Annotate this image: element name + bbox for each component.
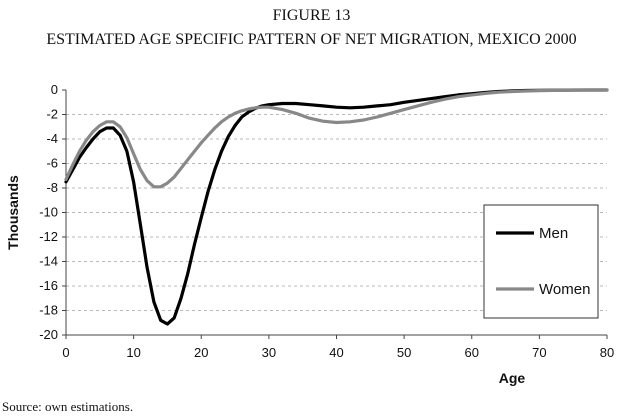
x-tick-label: 0: [62, 345, 69, 360]
x-tick-label: 80: [600, 345, 614, 360]
figure-number: FIGURE 13: [272, 7, 351, 24]
y-tick-label: -14: [39, 254, 58, 269]
y-tick-label: -18: [39, 303, 58, 318]
y-tick-label: 0: [51, 82, 58, 97]
x-tick-label: 30: [262, 345, 276, 360]
y-axis-title: Thousands: [5, 175, 21, 250]
y-tick-label: -4: [46, 131, 58, 146]
figure-title: ESTIMATED AGE SPECIFIC PATTERN OF NET MI…: [46, 31, 577, 48]
legend-label-women: Women: [539, 281, 590, 298]
x-axis-title: Age: [499, 370, 526, 386]
x-tick-label: 60: [465, 345, 479, 360]
axes: 0 -2 -4 -6 -8 -10 -12 -14 -16 -18 -20 0 10 20 30 40 50 60…: [39, 82, 614, 360]
series-lines: [64, 88, 609, 326]
y-tick-label: -12: [39, 229, 58, 244]
x-tick-label: 40: [329, 345, 343, 360]
legend: Men Women: [483, 204, 599, 319]
x-tick-label: 10: [126, 345, 140, 360]
legend-box: [483, 204, 599, 319]
source-note: Source: own estimations.: [2, 399, 134, 414]
x-tick-label: 50: [397, 345, 411, 360]
series-line-women: [64, 88, 609, 189]
x-tick-label: 70: [532, 345, 546, 360]
y-tick-label: -2: [46, 107, 58, 122]
y-tick-label: -8: [46, 180, 58, 195]
y-tick-label: -20: [39, 327, 58, 342]
legend-label-men: Men: [539, 225, 568, 242]
y-tick-label: -6: [46, 156, 58, 171]
x-tick-label: 20: [194, 345, 208, 360]
y-tick-label: -10: [39, 205, 58, 220]
y-tick-label: -16: [39, 278, 58, 293]
